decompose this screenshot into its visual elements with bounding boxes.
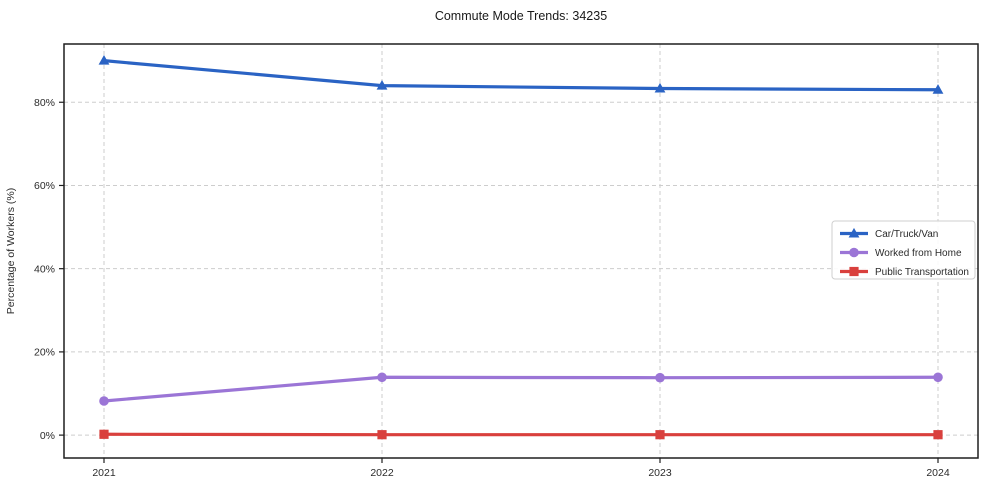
series-worked-from-home xyxy=(99,372,943,406)
y-tick-label: 60% xyxy=(34,180,55,192)
legend-item: Public Transportation xyxy=(840,266,969,278)
y-tick-label: 80% xyxy=(34,97,55,109)
triangle-marker xyxy=(654,82,666,93)
circle-marker xyxy=(99,396,109,406)
x-tick-label: 2021 xyxy=(92,467,116,479)
series-line xyxy=(102,59,940,92)
square-marker xyxy=(933,430,943,440)
plot-border xyxy=(63,43,979,459)
triangle-marker xyxy=(932,84,944,94)
y-axis-label: Percentage of Workers (%) xyxy=(5,188,17,314)
circle-marker xyxy=(377,372,387,383)
circle-marker xyxy=(655,372,665,383)
legend-item: Worked from Home xyxy=(840,247,962,259)
series-line xyxy=(102,375,940,403)
legend-label: Public Transportation xyxy=(875,267,969,278)
y-tick-label: 40% xyxy=(34,263,55,275)
legend-label: Car/Truck/Van xyxy=(875,229,938,240)
square-marker xyxy=(99,429,109,439)
x-tick-label: 2024 xyxy=(926,467,950,479)
series-public-transportation xyxy=(99,429,943,440)
y-tick-label: 0% xyxy=(40,430,55,442)
circle-marker xyxy=(933,372,943,383)
triangle-marker xyxy=(848,227,860,238)
y-tick-label: 20% xyxy=(34,347,55,359)
triangle-marker xyxy=(376,80,388,90)
legend-item: Car/Truck/Van xyxy=(840,227,938,240)
legend: Car/Truck/Van Worked from Home Public Tran… xyxy=(831,220,976,280)
triangle-marker xyxy=(98,55,110,65)
x-tick-label: 2023 xyxy=(648,467,672,479)
square-marker xyxy=(655,430,665,440)
square-marker xyxy=(377,430,387,440)
x-tick-label: 2022 xyxy=(370,467,394,479)
square-marker xyxy=(849,266,859,277)
circle-marker xyxy=(849,247,859,258)
chart-title: Commute Mode Trends: 34235 xyxy=(434,9,608,23)
series-car-truck-van xyxy=(98,55,944,94)
legend-label: Worked from Home xyxy=(875,248,962,259)
legend-box xyxy=(831,220,976,280)
